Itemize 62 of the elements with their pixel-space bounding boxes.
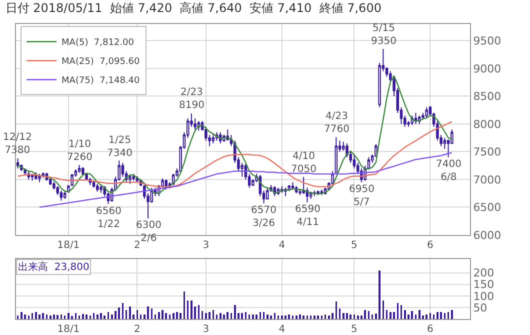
candlestick [16,158,20,169]
candlestick [288,184,291,192]
x-tick-label: 18/1 [57,324,80,335]
candlestick [132,173,135,182]
x-tick-label: 3 [202,324,210,335]
candlestick [78,164,81,174]
candlestick [425,106,428,119]
candlestick [331,170,334,186]
candlestick [266,187,269,200]
legend-label: MA(5) 7,812.00 [62,38,134,48]
annotation: 6560 1/22 [96,206,122,230]
x-tick-label: 2 [134,324,140,335]
y-tick-label: 50 [473,301,488,314]
annotation: 1/10 7260 [67,139,92,163]
annotation: 5/15 9350 [371,23,396,47]
legend-label: MA(25) 7,095.60 [62,57,140,68]
candlestick [291,182,294,190]
y-tick-label: 9500 [473,34,502,48]
candlestick [63,191,66,200]
chart-title: 日付 2018/05/11 始値 7,420 高値 7,640 安値 7,410 終値 7,600 [5,1,382,16]
y-tick-label: 6000 [473,228,502,242]
x-tick-label: 18/1 [57,240,80,251]
candlestick [352,154,356,169]
x-tick-label: 5 [351,240,358,251]
x-tick-label: 3 [202,240,210,251]
candlestick [334,136,338,174]
annotation: 2/23 8190 [179,87,204,111]
y-tick-label: 6500 [473,201,502,214]
x-tick-label: 6 [427,240,434,251]
candlestick [38,173,41,183]
y-tick-label: 8000 [473,118,502,131]
y-tick-label: 100 [473,290,494,303]
y-tick-label: 7500 [473,146,502,159]
annotation: 6590 4/11 [295,204,320,228]
candlestick [48,177,52,186]
candlestick [100,184,102,194]
annotation: 6950 5/7 [349,184,374,208]
candlestick [212,134,215,144]
annotation: 4/23 7760 [324,111,350,135]
y-tick-label: 8500 [473,90,502,104]
candlestick [414,112,418,124]
candlestick [82,166,84,176]
y-tick-label: 9000 [473,62,502,76]
x-tick-label: 4 [278,240,286,251]
x-tick-label: 4 [278,324,286,335]
y-tick-label: 150 [473,278,494,292]
candlestick [121,162,124,178]
y-tick-label: 200 [473,266,494,280]
annotation: 7400 6/8 [436,159,462,183]
x-tick-label: 2 [134,240,140,251]
annotation: 6570 3/26 [251,205,276,229]
y-tick-label: 7000 [473,173,502,186]
candlestick [96,183,99,192]
x-tick-label: 6 [427,324,434,335]
x-tick-label: 5 [351,324,358,335]
candlestick [128,174,132,184]
annotation: 4/10 7050 [291,151,316,175]
annotation: 1/25 7340 [107,135,132,159]
candlestick [194,118,196,130]
legend-label: MA(75) 7,148.40 [62,76,140,86]
annotation: 出来高 23,800 [18,261,90,273]
candlestick [60,190,63,202]
